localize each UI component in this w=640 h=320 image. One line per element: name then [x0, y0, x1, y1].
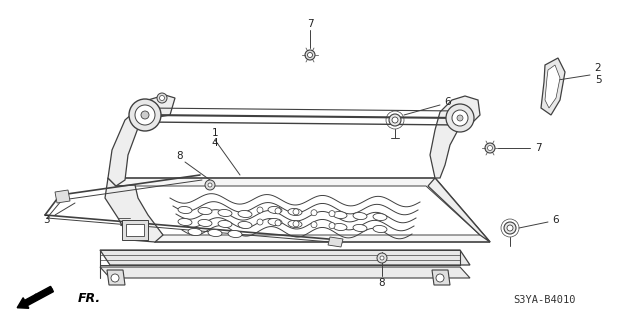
Polygon shape [432, 270, 450, 285]
Polygon shape [108, 95, 175, 186]
Polygon shape [108, 178, 490, 242]
Polygon shape [55, 190, 70, 203]
Circle shape [329, 223, 335, 228]
Circle shape [257, 219, 263, 225]
Ellipse shape [268, 219, 282, 226]
Ellipse shape [188, 228, 202, 236]
Text: 7: 7 [307, 19, 314, 29]
Ellipse shape [208, 229, 222, 236]
Ellipse shape [218, 210, 232, 217]
Circle shape [329, 211, 335, 217]
Ellipse shape [288, 208, 302, 216]
FancyArrow shape [17, 286, 53, 308]
Circle shape [392, 117, 398, 123]
Polygon shape [541, 58, 565, 115]
Polygon shape [545, 65, 560, 108]
Text: 6: 6 [445, 97, 451, 107]
Ellipse shape [198, 207, 212, 214]
Polygon shape [430, 96, 480, 178]
Circle shape [111, 274, 119, 282]
Polygon shape [105, 178, 163, 242]
Circle shape [457, 115, 463, 121]
Circle shape [141, 111, 149, 119]
Ellipse shape [333, 223, 347, 230]
Polygon shape [126, 224, 144, 236]
Polygon shape [100, 267, 470, 278]
Ellipse shape [178, 219, 192, 226]
Circle shape [293, 221, 299, 227]
Circle shape [129, 99, 161, 131]
Ellipse shape [238, 211, 252, 218]
Circle shape [159, 95, 164, 100]
Text: 3: 3 [43, 215, 49, 225]
Circle shape [275, 220, 281, 226]
Circle shape [488, 146, 493, 150]
Text: 2: 2 [595, 63, 602, 73]
Text: 1: 1 [212, 128, 218, 138]
Circle shape [307, 52, 312, 58]
Circle shape [504, 222, 516, 234]
Polygon shape [107, 270, 125, 285]
Ellipse shape [373, 226, 387, 233]
Circle shape [305, 50, 315, 60]
Text: 8: 8 [177, 151, 183, 161]
Circle shape [485, 143, 495, 153]
Text: S3YA-B4010: S3YA-B4010 [514, 295, 576, 305]
Circle shape [135, 105, 155, 125]
Ellipse shape [178, 206, 192, 213]
Polygon shape [428, 178, 490, 242]
Circle shape [389, 114, 401, 126]
Circle shape [507, 225, 513, 231]
Ellipse shape [198, 220, 212, 227]
Ellipse shape [238, 221, 252, 228]
Ellipse shape [373, 213, 387, 220]
Ellipse shape [353, 224, 367, 232]
Polygon shape [116, 186, 480, 235]
Text: 5: 5 [595, 75, 602, 85]
Text: 4: 4 [212, 138, 218, 148]
Text: FR.: FR. [78, 292, 101, 305]
Circle shape [311, 222, 317, 228]
Text: 8: 8 [379, 278, 385, 288]
Circle shape [293, 209, 299, 215]
Circle shape [208, 183, 212, 187]
Ellipse shape [228, 230, 242, 237]
Ellipse shape [218, 220, 232, 228]
Circle shape [446, 104, 474, 132]
Circle shape [205, 180, 215, 190]
Polygon shape [328, 237, 343, 247]
Ellipse shape [333, 212, 347, 219]
Circle shape [157, 93, 167, 103]
Ellipse shape [353, 212, 367, 220]
Text: 7: 7 [534, 143, 541, 153]
Polygon shape [100, 250, 470, 265]
Circle shape [452, 110, 468, 126]
Ellipse shape [288, 220, 302, 228]
Ellipse shape [268, 206, 282, 213]
Circle shape [257, 207, 263, 213]
Polygon shape [122, 220, 148, 240]
Circle shape [311, 210, 317, 216]
Circle shape [436, 274, 444, 282]
Circle shape [380, 256, 384, 260]
Text: 6: 6 [553, 215, 559, 225]
Circle shape [377, 253, 387, 263]
Circle shape [275, 208, 281, 214]
